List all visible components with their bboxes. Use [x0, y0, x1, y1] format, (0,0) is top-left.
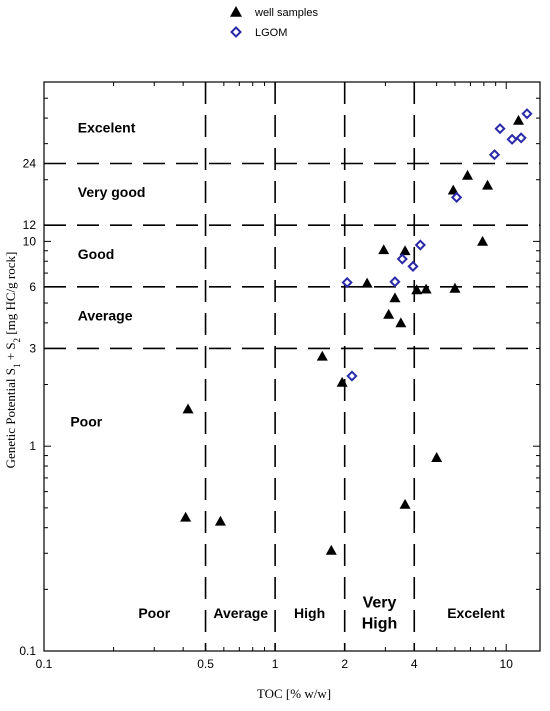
- zone-label-good: Good: [78, 246, 115, 262]
- data-points: [180, 108, 533, 555]
- y-tick-label-0-1: 0.1: [19, 644, 36, 658]
- toc-zone-label-high-4: High: [362, 615, 398, 632]
- toc-zone-label-excelent-5: Excelent: [447, 605, 505, 621]
- point-lgom-11: [521, 108, 533, 120]
- zone-label-poor: Poor: [70, 413, 102, 429]
- point-well-sample-15: [431, 452, 443, 462]
- zone-label-average: Average: [78, 308, 133, 324]
- y-axis-title: Genetic Potential S1 + S2 [mg HC/g rock]: [3, 252, 22, 469]
- point-lgom-5: [414, 239, 426, 251]
- point-lgom-10: [515, 132, 527, 144]
- point-well-sample-13: [411, 284, 423, 295]
- y-axis-title-plus: + S: [3, 342, 18, 363]
- legend-diamond-marker: [230, 26, 242, 38]
- point-well-sample-0: [182, 403, 194, 414]
- toc-zone-label-high-2: High: [294, 605, 325, 621]
- point-well-sample-18: [462, 169, 474, 180]
- legend-triangle-marker: [230, 6, 242, 17]
- legend-label-well-samples: well samples: [254, 7, 318, 19]
- legend: well samples LGOM: [230, 6, 318, 39]
- x-tick-label-10: 10: [500, 657, 514, 671]
- toc-zone-label-very-3: Very: [363, 595, 397, 612]
- point-well-sample-5: [336, 376, 348, 387]
- point-well-sample-19: [477, 235, 489, 246]
- point-lgom-0: [341, 276, 353, 289]
- point-well-sample-7: [378, 244, 390, 255]
- point-lgom-9: [506, 133, 518, 145]
- point-well-sample-14: [420, 283, 432, 294]
- zone-label-very-good: Very good: [78, 184, 146, 200]
- point-lgom-1: [346, 370, 358, 382]
- x-tick-label-1: 1: [272, 657, 279, 671]
- toc-zone-label-poor-0: Poor: [138, 605, 170, 621]
- zone-label-excelent: Excelent: [78, 120, 136, 136]
- x-tick-label-4: 4: [411, 657, 418, 671]
- x-axis-title: TOC [% w/w]: [257, 686, 331, 701]
- y-axis-title-sub2: 2: [12, 338, 22, 343]
- point-lgom-8: [494, 123, 506, 135]
- zone-boundaries: [44, 82, 540, 651]
- legend-label-lgom: LGOM: [255, 27, 287, 39]
- point-well-sample-6: [361, 277, 373, 288]
- point-lgom-2: [389, 276, 401, 288]
- point-well-sample-12: [399, 498, 411, 509]
- point-well-sample-10: [395, 317, 407, 328]
- y-axis-title-sub1: 1: [12, 363, 22, 368]
- point-well-sample-3: [316, 350, 328, 361]
- y-tick-label-6: 6: [29, 280, 36, 294]
- point-well-sample-17: [449, 282, 461, 293]
- x-tick-label-0-1: 0.1: [36, 657, 53, 671]
- point-well-sample-8: [383, 308, 395, 319]
- point-lgom-3: [396, 253, 408, 265]
- point-lgom-6: [451, 191, 463, 203]
- x-tick-label-0-5: 0.5: [197, 657, 214, 671]
- point-lgom-4: [407, 260, 419, 272]
- point-well-sample-21: [512, 114, 524, 125]
- x-tick-label-2: 2: [341, 657, 348, 671]
- point-lgom-7: [488, 149, 501, 161]
- point-well-sample-20: [482, 179, 494, 190]
- point-well-sample-16: [447, 184, 459, 195]
- y-axis-title-main: Genetic Potential S: [3, 368, 18, 468]
- point-well-sample-1: [180, 511, 192, 522]
- y-tick-label-1: 1: [29, 439, 36, 453]
- plot-area: [43, 81, 541, 652]
- y-tick-label-10: 10: [23, 234, 37, 248]
- point-well-sample-2: [214, 515, 226, 526]
- point-well-sample-11: [399, 245, 411, 256]
- y-tick-label-24: 24: [23, 157, 37, 171]
- point-well-sample-9: [389, 292, 401, 303]
- zone-labels: Excelent Very good Good Average Poor Poor Aver…: [70, 120, 505, 633]
- point-well-sample-4: [325, 544, 337, 555]
- y-tick-label-12: 12: [23, 218, 37, 232]
- y-axis-title-unit: [mg HC/g rock]: [3, 252, 18, 338]
- toc-zone-label-average-1: Average: [213, 605, 268, 621]
- y-tick-label-3: 3: [29, 341, 36, 355]
